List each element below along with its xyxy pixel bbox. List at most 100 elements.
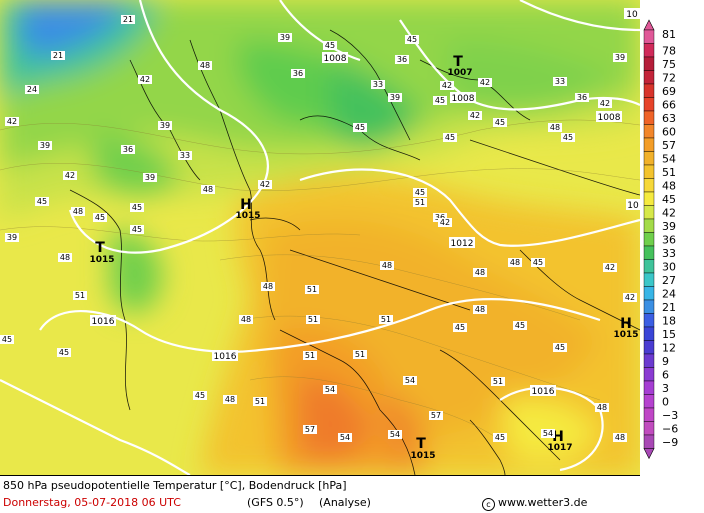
colorbar-label: 27 <box>662 274 676 287</box>
colorbar-label: 60 <box>662 125 676 138</box>
temp-label: 48 <box>382 261 392 270</box>
isobar-label: 1008 <box>324 54 347 64</box>
temp-label: 39 <box>160 121 170 130</box>
forecast-date: Donnerstag, 05-07-2018 06 UTC <box>3 496 181 509</box>
temp-label: 21 <box>53 51 63 60</box>
colorbar-label: 54 <box>662 152 676 165</box>
colorbar-swatch <box>643 178 655 193</box>
colorbar-swatch <box>643 232 655 247</box>
temp-label: 42 <box>600 99 610 108</box>
temp-label: 45 <box>515 321 525 330</box>
colorbar-swatch <box>643 124 655 139</box>
pressure-value: 1015 <box>613 330 638 340</box>
temp-label: 45 <box>407 35 417 44</box>
colorbar-label: 69 <box>662 85 676 98</box>
colorbar-swatch <box>643 43 655 58</box>
credit[interactable]: c www.wetter3.de <box>482 496 587 511</box>
temp-label: 42 <box>260 180 270 189</box>
colorbar-label: −6 <box>662 422 678 435</box>
colorbar-swatch <box>643 299 655 314</box>
temp-label: 48 <box>510 258 520 267</box>
temp-label: 51 <box>381 315 391 324</box>
weather-map: T 1007 H 1015 T 1015 H 1015 T 1015 H 101… <box>0 0 640 475</box>
high-center-1015-a: H 1015 <box>235 197 260 221</box>
colorbar-arrow-top <box>643 19 655 31</box>
colorbar-swatch <box>643 380 655 395</box>
colorbar-label: 36 <box>662 233 676 246</box>
low-center-1015-a: T 1015 <box>89 240 114 265</box>
isobar-label: 1008 <box>452 94 475 104</box>
colorbar-swatch <box>643 353 655 368</box>
temp-label: 48 <box>225 395 235 404</box>
colorbar-swatch <box>643 259 655 274</box>
temp-label: 39 <box>7 233 17 242</box>
temp-label: 57 <box>305 425 315 434</box>
high-center-1017: H 1017 <box>547 429 572 453</box>
analysis-label: (Analyse) <box>319 496 371 509</box>
temp-label: 45 <box>563 133 573 142</box>
colorbar-label: 18 <box>662 314 676 327</box>
isobar-label: 10 <box>626 10 638 20</box>
temp-label: 51 <box>308 315 318 324</box>
temp-label: 51 <box>493 377 503 386</box>
colorbar-label: 12 <box>662 341 676 354</box>
colorbar-swatch <box>643 434 655 449</box>
colorbar-swatch <box>643 29 655 44</box>
temp-label: 45 <box>37 197 47 206</box>
low-symbol: T <box>95 240 105 256</box>
colorbar-swatch <box>643 191 655 206</box>
temp-label: 51 <box>415 198 425 207</box>
temp-label: 48 <box>60 253 70 262</box>
temp-label: 48 <box>615 433 625 442</box>
colorbar-label: 3 <box>662 382 669 395</box>
footer-info: Donnerstag, 05-07-2018 06 UTC (GFS 0.5°)… <box>3 496 371 509</box>
credit-link[interactable]: www.wetter3.de <box>498 496 588 509</box>
color-legend: 8178757269666360575451484542393633302724… <box>643 19 678 460</box>
colorbar-label: 45 <box>662 193 676 206</box>
temp-label: 54 <box>340 433 350 442</box>
temp-label: 33 <box>180 151 190 160</box>
temp-label: 45 <box>2 335 12 344</box>
temp-label: 45 <box>59 348 69 357</box>
theta-e-contours <box>0 119 640 441</box>
map-title: 850 hPa pseudopotentielle Temperatur [°C… <box>3 479 347 492</box>
temp-label: 24 <box>27 85 37 94</box>
isobar-label: 10 <box>627 201 639 211</box>
temp-label: 51 <box>255 397 265 406</box>
colorbar-label: 24 <box>662 287 676 300</box>
colorbar-swatch <box>643 421 655 436</box>
low-symbol: T <box>416 436 426 452</box>
temp-label: 39 <box>390 93 400 102</box>
isobar-label: 1016 <box>532 387 555 397</box>
temp-label: 36 <box>293 69 303 78</box>
colorbar-swatch <box>643 394 655 409</box>
temp-label: 33 <box>373 80 383 89</box>
isobar-label: 1008 <box>598 113 621 123</box>
temp-label: 45 <box>445 133 455 142</box>
pressure-centers: T 1007 H 1015 T 1015 H 1015 T 1015 H 101… <box>89 54 638 461</box>
colorbar-label: 33 <box>662 247 676 260</box>
colorbar-label: 15 <box>662 328 676 341</box>
colorbar-label: 9 <box>662 355 669 368</box>
pressure-value: 1015 <box>235 211 260 221</box>
temp-label: 45 <box>495 433 505 442</box>
colorbar-label: 66 <box>662 98 676 111</box>
colorbar-swatch <box>643 164 655 179</box>
colorbar-swatch <box>643 367 655 382</box>
temp-label: 48 <box>200 61 210 70</box>
temp-label: 45 <box>415 188 425 197</box>
colorbar-label: 75 <box>662 58 676 71</box>
colorbar-swatch <box>643 70 655 85</box>
temp-label: 45 <box>325 41 335 50</box>
high-center-1015-b: H 1015 <box>613 316 638 340</box>
isobar-label: 1016 <box>92 317 115 327</box>
colorbar-swatch <box>643 340 655 355</box>
temp-label: 45 <box>435 96 445 105</box>
temp-label: 48 <box>475 305 485 314</box>
pressure-value: 1017 <box>547 443 572 453</box>
temp-label: 51 <box>305 351 315 360</box>
colorbar-label: 78 <box>662 44 676 57</box>
colorbar-label: 63 <box>662 112 676 125</box>
high-symbol: H <box>552 429 564 445</box>
